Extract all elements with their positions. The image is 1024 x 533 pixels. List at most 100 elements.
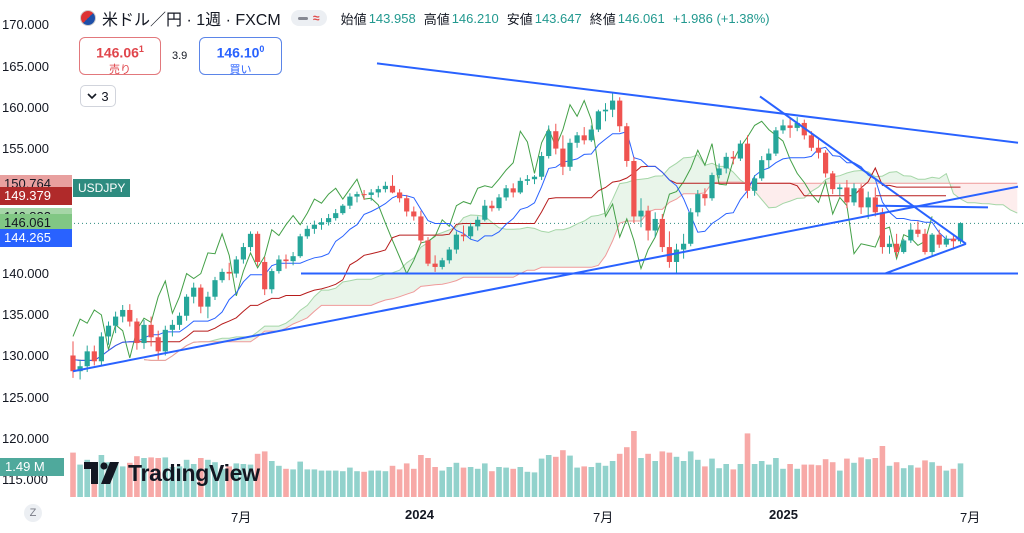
buy-button[interactable]: 146.100 買い xyxy=(199,37,282,76)
ichimoku-cloud-segment xyxy=(917,179,925,184)
volume-bar xyxy=(567,455,573,497)
candle-body xyxy=(283,259,289,262)
volume-bar xyxy=(439,470,445,497)
volume-bar xyxy=(368,470,374,497)
volume-bar xyxy=(766,464,772,497)
ichimoku-cloud-segment xyxy=(520,227,528,274)
volume-bar xyxy=(411,468,417,497)
candle-body xyxy=(326,218,332,223)
ichimoku-cloud-segment xyxy=(939,173,947,184)
us-jp-flag-icon xyxy=(80,10,96,26)
candle-body xyxy=(382,185,388,190)
volume-bar xyxy=(84,459,90,497)
y-axis-tick-label: 140.000 xyxy=(2,265,49,281)
high-label: 高値 xyxy=(423,11,450,27)
volume-bar xyxy=(233,463,240,497)
candle-body xyxy=(560,148,566,167)
candle-body xyxy=(787,125,793,128)
candle-body xyxy=(205,296,211,307)
volume-bar xyxy=(205,459,211,497)
volume-bar xyxy=(524,471,531,497)
ichimoku-cloud-segment xyxy=(435,232,443,285)
candle-body xyxy=(752,178,758,191)
volume-bar xyxy=(815,465,822,497)
volume-bar xyxy=(950,468,957,497)
ichimoku-cloud-segment xyxy=(534,228,542,271)
volume-bar xyxy=(538,458,545,497)
volume-bar xyxy=(183,459,190,497)
trendline xyxy=(759,95,967,245)
volume-bar xyxy=(304,469,311,497)
candle-body xyxy=(219,271,225,281)
volume-bar xyxy=(460,467,467,497)
ichimoku-cloud-segment xyxy=(286,318,294,329)
volume-bar xyxy=(851,462,857,497)
candle-body xyxy=(148,324,154,338)
volume-bar xyxy=(212,462,218,497)
volume-bar xyxy=(240,464,247,497)
close-label: 終値 xyxy=(589,11,616,27)
visibility-toggle[interactable]: ≈ xyxy=(290,10,327,26)
volume-bar xyxy=(631,431,637,497)
candle-body xyxy=(844,187,850,203)
volume-bar xyxy=(247,464,254,497)
ichimoku-cloud-segment xyxy=(349,279,357,306)
candle-body xyxy=(134,321,140,344)
ichimoku-cloud-segment xyxy=(555,229,563,268)
x-axis-tick-label: 7月 xyxy=(593,510,614,525)
volume-bar xyxy=(517,467,524,497)
ichimoku-cloud-segment xyxy=(584,216,592,268)
candle-body xyxy=(84,351,90,367)
ichimoku-cloud-segment xyxy=(896,171,904,184)
candle-body xyxy=(475,219,481,227)
volume-bar xyxy=(254,453,261,497)
ichimoku-cloud-segment xyxy=(321,290,329,306)
candle-body xyxy=(418,216,424,241)
volume-bar xyxy=(276,465,282,497)
candle-body xyxy=(468,226,474,237)
ichimoku-cloud-segment xyxy=(371,276,379,306)
volume-bar xyxy=(616,453,623,497)
ichimoku-cloud-segment xyxy=(570,223,578,268)
candle-body xyxy=(886,243,893,248)
ichimoku-cloud-segment xyxy=(527,227,535,271)
candle-body xyxy=(574,135,580,143)
volume-bar xyxy=(453,462,460,497)
candle-body xyxy=(127,309,133,322)
candle-body xyxy=(404,198,410,212)
volume-bar xyxy=(269,461,275,497)
candle-body xyxy=(155,337,161,352)
candle-body xyxy=(581,135,587,141)
sell-button[interactable]: 146.061 売り xyxy=(79,37,161,76)
tenkan-sen-line xyxy=(72,130,961,361)
close-value: 146.061 xyxy=(617,10,665,26)
candle-body xyxy=(730,156,736,159)
ichimoku-cloud-segment xyxy=(477,215,485,278)
candle-body xyxy=(638,210,644,217)
volume-bar xyxy=(730,469,737,497)
volume-bar xyxy=(141,458,147,497)
ichimoku-cloud-segment xyxy=(783,183,791,204)
candle-body xyxy=(510,188,516,193)
price-tag: 146.061 xyxy=(0,214,72,233)
zoom-button[interactable]: Z xyxy=(24,504,42,522)
trendline xyxy=(376,62,1019,144)
trendline xyxy=(884,242,967,275)
candle-body xyxy=(957,223,964,242)
buy-label: 買い xyxy=(229,63,252,76)
volume-bar xyxy=(609,461,616,497)
change-value: +1.986 (+1.38%) xyxy=(672,10,770,26)
volume-bar xyxy=(474,468,481,497)
ichimoku-cloud-segment xyxy=(854,170,862,184)
x-axis-tick-label: 7月 xyxy=(231,510,252,525)
candle-body xyxy=(375,189,381,193)
ichimoku-cloud-segment xyxy=(704,163,712,193)
ichimoku-cloud-segment xyxy=(967,183,975,203)
symbol-title[interactable]: 米ドル／円 · 1週 · FXCM xyxy=(102,12,281,29)
indicators-toggle-button[interactable]: 3 xyxy=(80,85,116,107)
candle-body xyxy=(794,122,800,128)
volume-bar xyxy=(638,458,644,497)
volume-bar xyxy=(283,468,289,497)
candle-body xyxy=(453,234,459,250)
